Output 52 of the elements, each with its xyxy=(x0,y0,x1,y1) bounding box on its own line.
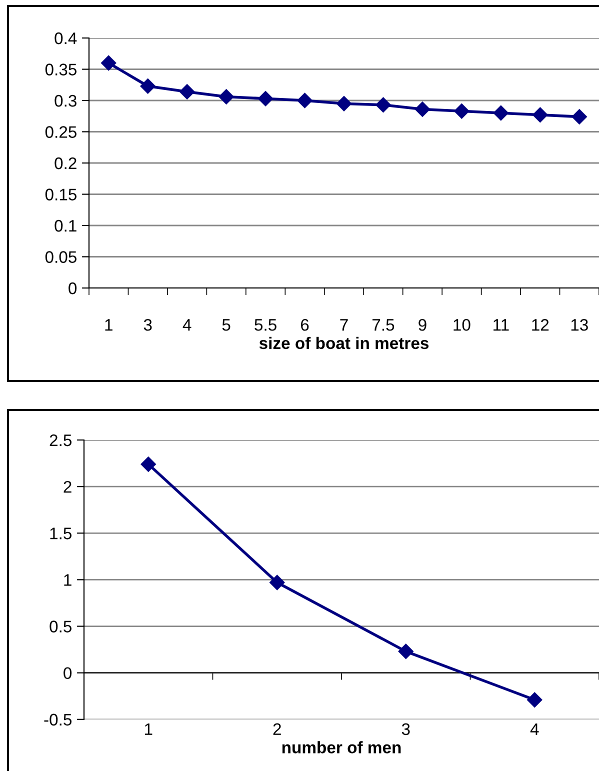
y-tick-label: 0.3 xyxy=(54,94,76,107)
x-tick-label: 3 xyxy=(144,318,152,331)
y-tick-label: 2 xyxy=(64,480,72,493)
x-tick-label: 4 xyxy=(182,319,192,331)
y-tick-label: 0.4 xyxy=(54,32,77,44)
y-tick-label: 0 xyxy=(68,282,77,294)
point xyxy=(270,574,285,590)
x-tick-label: 5.5 xyxy=(254,319,276,331)
x-tick-label: 13 xyxy=(571,318,588,331)
y-tick-label: 1 xyxy=(64,574,72,586)
point xyxy=(258,91,274,106)
point xyxy=(336,96,352,112)
point xyxy=(101,55,116,71)
y-tick-label: 0 xyxy=(64,667,72,680)
y-tick-label: 0.15 xyxy=(45,188,76,200)
x-tick-label: 7 xyxy=(340,319,348,331)
x-tick-label: 9 xyxy=(418,318,426,331)
point xyxy=(532,107,548,122)
y-tick-label: 0.2 xyxy=(54,157,76,170)
y-tick-label: 0.1 xyxy=(54,220,76,232)
y-tick-label: 0.5 xyxy=(50,620,72,632)
point xyxy=(297,92,312,108)
point xyxy=(414,102,430,117)
x-tick-label: 11 xyxy=(494,319,509,331)
y-tick-label: 2.5 xyxy=(50,434,72,446)
x-tick-label: 4 xyxy=(530,723,539,735)
y-tick-label: 1.5 xyxy=(50,528,72,540)
point xyxy=(140,78,156,94)
y-tick-label: 0.35 xyxy=(45,64,76,76)
point xyxy=(398,644,414,659)
x-tick-label: 1 xyxy=(105,319,112,331)
x-tick-label: 7.5 xyxy=(372,319,394,331)
point xyxy=(376,97,391,112)
point xyxy=(218,89,234,104)
x-tick-label: 6 xyxy=(300,318,309,331)
x-tick-label: 1 xyxy=(145,723,152,735)
y-tick-label: 0.05 xyxy=(45,251,76,263)
x-tick-label: 3 xyxy=(402,723,410,736)
x-axis-title: size of boat in metres xyxy=(259,336,429,350)
point xyxy=(454,104,470,119)
point xyxy=(140,456,156,472)
x-axis-title: number of men xyxy=(282,741,401,754)
x-tick-label: 2 xyxy=(273,723,281,735)
x-tick-label: 12 xyxy=(532,318,549,331)
y-tick-label: 0.25 xyxy=(45,126,76,138)
point xyxy=(180,84,195,100)
point xyxy=(527,692,542,708)
x-tick-label: 5 xyxy=(222,319,230,331)
y-tick-label: -0.5 xyxy=(44,714,72,726)
point xyxy=(572,109,587,124)
x-tick-label: 10 xyxy=(454,318,470,331)
point xyxy=(493,105,508,121)
